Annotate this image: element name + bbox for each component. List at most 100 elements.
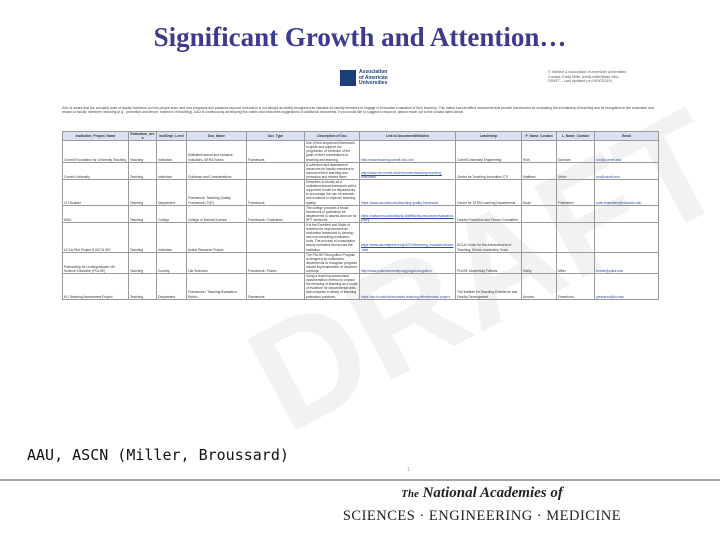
table-cell: PULSE Leadership Fellows [455,251,522,275]
table-header-cell: L_Name_Contact [556,130,595,142]
table-cell: Institution [156,140,187,163]
table-cell: Guidance and Considerations [186,161,247,181]
table-cell: Department [156,179,187,206]
table-cell: Country [156,251,187,275]
table-cell: Framework [246,179,305,206]
table-link-cell[interactable]: http://www.cte.cornell.edu/resources/tea… [359,161,456,181]
table-cell: Ulrich [556,161,595,181]
table-cell: Teaching [128,273,157,300]
table-link-cell[interactable]: http://www.pulsecommunity.org/page/recog… [359,251,456,275]
table-header-row: Institution_Project_Name Evaluation_Area I… [62,130,659,142]
table-header-cell: Inst/Dept_Level [156,130,187,142]
table-link-cell[interactable]: https://www.ascnhighered.org/ASCN/teachi… [359,221,456,253]
slide-title: Significant Growth and Attention… [153,22,567,52]
table-cell[interactable]: noah.finkelstein@colorado.edu [594,179,659,206]
table-cell: A collection and assessment resources fo… [304,161,360,181]
table-cell [556,204,595,223]
table-row: Cornell University Teaching Institution Gui… [62,161,659,181]
table-cell: Ruth [521,140,557,163]
aau-logo-text: Association of American Universities [359,69,388,86]
table-header-cell: Description of Doc [304,130,360,142]
table-cell: College [156,204,187,223]
table-cell: Teaching [128,251,157,275]
table-cell [246,221,305,253]
table-cell [556,221,595,253]
table-cell: Teaching [128,161,157,181]
intro-paragraph: AAU is aware that the scholarly work of … [62,106,654,115]
table-cell: UCLA Pilot Project & ASCN WG [62,221,129,253]
contact-line: Contact: Emily Miller (emily.miller@aau.… [548,74,619,79]
table-cell: Teaching [128,204,157,223]
table-cell: The college provides a broad framework o… [304,204,360,223]
table-cell: College of Natural Science [186,204,247,223]
table-cell: Faculty Promotion and Tenure Committee [455,204,522,223]
table-cell: KU Teaching Assessment Project [62,273,129,300]
table-cell: Center for STEM Learning Departments [455,179,522,206]
contact-line: © Intellect & Association of American Un… [548,70,627,74]
table-link-cell[interactable]: https://natsci.msu.edu/faculty-staff/fac… [359,204,456,223]
nas-logo: The National Academies of SCIENCES · ENG… [262,484,702,527]
table-cell: Miller [556,251,595,275]
table-cell [594,204,659,223]
table-cell [521,204,557,223]
table-cell: Describes to faculty as a multidimension… [304,179,360,206]
table-cell: UCLA Center for the Advancement of Teach… [455,221,522,253]
nas-logo-main: National Academies of [422,485,563,501]
table-header-cell: Doc_Type [246,130,305,142]
table-cell[interactable]: greenhoot@ku.edu [594,273,659,300]
table-row: Cornell Foundation for University Teachi… [62,140,659,163]
table-cell [521,221,557,253]
table-cell: Action Research Project [186,221,247,253]
table-cell: Finkelstein [556,179,595,206]
table-cell: Framework / Teaching Evaluation Rubric [186,273,247,300]
table-cell: It is the Excellent and Make of teachers… [304,221,360,253]
footer-divider [0,479,720,481]
table-header-cell: Email [594,130,659,142]
table-cell: Framework [246,140,305,163]
table-cell: Dunham [556,140,595,163]
table-cell: Institution [156,221,187,253]
table-row: MSU Teaching College College of Natural Sci… [62,204,659,223]
table-cell: Life Sciences [186,251,247,275]
table-row: UCLA Pilot Project & ASCN WG Teaching Inst… [62,221,659,253]
table-cell: Using a teaching assessment documentatio… [304,273,360,300]
nas-logo-line1: The National Academies of [262,484,702,503]
slide-caption: AAU, ASCN (Miller, Broussard) [27,446,289,464]
table-cell: Cornell Foundation for University Teachi… [62,140,129,163]
table-row: KU Teaching Assessment Project Teaching De… [62,273,659,300]
resource-matrix-table: Institution_Project_Name Evaluation_Area I… [62,130,659,300]
document-screenshot: DRAFT Association of American Universiti… [58,64,720,473]
table-cell: Framework / Rubric [246,251,305,275]
table-cell: Partnership for Undergraduate Life Scien… [62,251,129,275]
table-link-cell[interactable]: http://www.teaching.cornell.edu.com [359,140,456,163]
table-cell: Kathy [521,251,557,275]
table-cell: Teaching [128,221,157,253]
nas-logo-prefix: The [401,488,419,500]
table-cell: Cornell University [62,161,129,181]
table-cell: Institution [156,161,187,181]
table-cell: Cornell University Engineering [455,140,522,163]
table-cell: CU Boulder [62,179,129,206]
table-cell [594,221,659,253]
table-cell: Teaching [128,140,157,163]
table-cell: Andrea [521,273,557,300]
table-cell: Teaching [128,179,157,206]
table-cell: The Institute for Teaching Excellence an… [455,273,522,300]
table-header-cell: Institution_Project_Name [62,130,129,142]
table-cell[interactable]: kmiller@pulse.edu [594,251,659,275]
table-cell[interactable]: mu@cornell.edu [594,161,659,181]
aau-logo-mark [340,70,356,87]
contact-line: DRAFT – Last Updated (on 05/30/2019) [548,79,612,84]
table-link-cell[interactable]: https://cte.ku.edu/benchmarks-teaching-e… [359,273,456,300]
table-cell [246,161,305,181]
table-cell: Multidimensional and inclusive, Indicato… [186,140,247,163]
table-link-cell[interactable]: https://www.colorado.edu/teaching-qualit… [359,179,456,206]
table-cell[interactable]: ruth@cornell.edu [594,140,659,163]
table-cell: Framework [246,273,305,300]
table-cell: Greenhoot [556,273,595,300]
table-header-cell: Evaluation_Area [128,130,157,142]
table-header-cell: Doc_Name [186,130,247,142]
table-cell: Framework: Teaching Quality Framework (T… [186,179,247,206]
table-header-cell: Leadership [455,130,522,142]
table-cell: Center for Teaching Innovation CTI [455,161,522,181]
